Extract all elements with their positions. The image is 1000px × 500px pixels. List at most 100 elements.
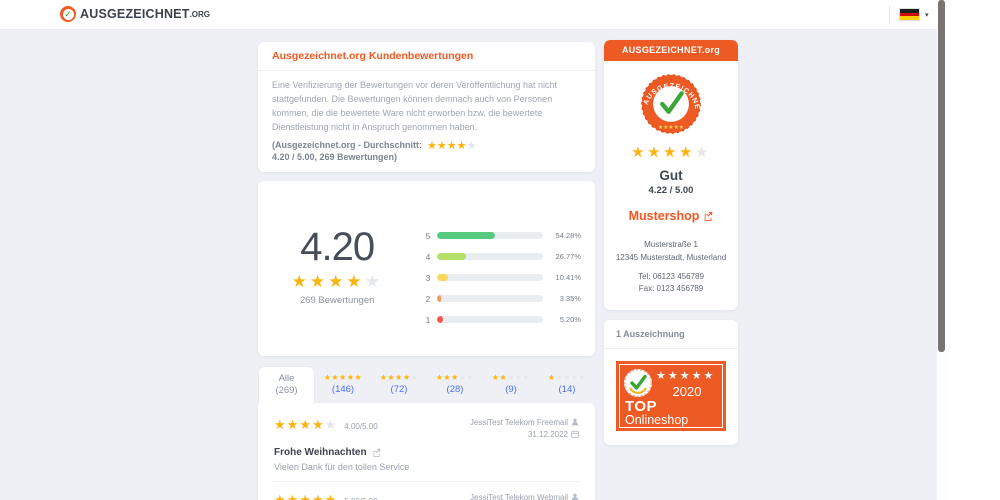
- star-icon: ★: [328, 271, 347, 291]
- review-stars: ★★★★★: [274, 492, 337, 500]
- star-icon: ★: [286, 491, 300, 500]
- disclaimer-summary: (Ausgezeichnet.org - Durchschnitt: ★★★★★…: [272, 139, 581, 162]
- external-link-icon[interactable]: [372, 448, 381, 457]
- scrollbar-thumb[interactable]: [937, 0, 945, 352]
- star-icon: ★: [458, 373, 467, 383]
- star-icon: ★: [331, 373, 340, 383]
- brand-seal-icon: ✓: [60, 6, 76, 22]
- average-rating-value: 4.20: [300, 224, 375, 269]
- german-flag-icon: [899, 8, 920, 21]
- awards-card: 1 Auszeichnung ★★★★★: [604, 320, 738, 446]
- summary-prefix: (Ausgezeichnet.org - Durchschnitt:: [272, 140, 423, 151]
- star-icon: ★: [346, 373, 355, 383]
- page-body: Ausgezeichnet.org Kundenbewertungen Eine…: [0, 30, 937, 500]
- star-icon: ★: [354, 373, 363, 383]
- distribution-track: [437, 295, 543, 303]
- star-icon: ★: [667, 370, 680, 383]
- review-author: JessiTest Telekom Freemail: [469, 417, 568, 427]
- review-date: 31.12.2022: [527, 429, 568, 439]
- tab-stars: ★★★★★: [380, 373, 418, 382]
- shop-contact: Tel: 06123 456789 Fax: 0123 456789: [638, 271, 704, 294]
- reviews-list: ★★★★★ 4.00/5.00 JessiTest Telekom Freema…: [258, 402, 595, 500]
- tab-all-reviews[interactable]: Alle (269): [258, 365, 315, 403]
- review-meta: JessiTest Telekom Webmail 31.12.2022: [470, 492, 579, 500]
- summary-suffix: 4.20 / 5.00, 269 Bewertungen): [272, 151, 398, 162]
- seal-stars-icon: ★★★★★: [658, 124, 684, 131]
- star-icon: ★: [379, 373, 388, 383]
- star-icon: ★: [451, 373, 459, 383]
- distribution-fill: [437, 316, 443, 324]
- ausgezeichnet-seal-icon: AUSGEZEICHNET.ORG ★★★★★: [640, 73, 701, 134]
- rating-distribution: 5 54.28% 4 26.77% 3 10.41% 2 3.35% 1 5.2…: [416, 181, 595, 356]
- shop-link[interactable]: Mustershop: [629, 209, 714, 223]
- review-meta: JessiTest Telekom Freemail 31.12.2022: [470, 417, 579, 441]
- star-icon: ★: [324, 416, 338, 432]
- badge-line2: Onlineshop: [625, 413, 689, 428]
- star-icon: ★: [514, 373, 523, 383]
- tab-count: (146): [331, 384, 355, 396]
- page: ✓ AUSGEZEICHNET .ORG ▾ Ausgezeichnet.org…: [0, 6, 937, 500]
- user-icon: [571, 418, 579, 426]
- star-icon: ★: [691, 370, 704, 383]
- tab-star-filter[interactable]: ★★★★★ (72): [371, 366, 427, 403]
- tab-count: (28): [446, 384, 464, 396]
- sidebar-column: AUSGEZEICHNET.org AUSGEZEICHNET.ORG ★★★★…: [604, 40, 738, 446]
- star-icon: ★: [456, 139, 467, 152]
- star-icon: ★: [446, 139, 457, 152]
- star-icon: ★: [522, 373, 531, 383]
- average-rating-block: 4.20 ★★★★★ 269 Bewertungen: [258, 181, 416, 356]
- language-selector[interactable]: ▾: [899, 8, 929, 21]
- star-icon: ★: [299, 416, 312, 432]
- distribution-track: [437, 316, 543, 324]
- distribution-star-label: 4: [425, 251, 431, 262]
- star-icon: ★: [427, 139, 437, 152]
- star-icon: ★: [466, 139, 477, 152]
- star-icon: ★: [436, 139, 447, 152]
- star-icon: ★: [678, 144, 695, 161]
- distribution-row: 1 5.20%: [418, 315, 581, 325]
- review-title: Frohe Weihnachten: [274, 446, 367, 458]
- star-icon: ★: [346, 271, 365, 291]
- star-icon: ★: [339, 373, 347, 383]
- reviews-section: Alle (269) ★★★★★ (146) ★★★★★ (72) ★★★★★ …: [258, 365, 595, 500]
- distribution-percent: 5.20%: [559, 315, 581, 325]
- star-icon: ★: [647, 144, 664, 161]
- star-icon: ★: [324, 491, 338, 500]
- star-icon: ★: [555, 373, 564, 383]
- review-body: Vielen Dank für den tollen Service: [274, 461, 410, 472]
- star-icon: ★: [578, 373, 587, 383]
- tab-stars: ★★★★★: [548, 373, 586, 382]
- star-icon: ★: [507, 373, 515, 383]
- star-icon: ★: [694, 144, 711, 161]
- review-score: 5.00/5.00: [344, 497, 377, 500]
- tab-star-filter[interactable]: ★★★★★ (9): [483, 366, 539, 403]
- badge-year: 2020: [672, 384, 702, 400]
- brand-logo[interactable]: ✓ AUSGEZEICHNET .ORG: [60, 6, 210, 22]
- distribution-fill: [437, 295, 441, 303]
- distribution-star-label: 1: [425, 314, 431, 325]
- distribution-track: [437, 232, 543, 240]
- review-filter-tabs: Alle (269) ★★★★★ (146) ★★★★★ (72) ★★★★★ …: [258, 365, 595, 403]
- review-stars: ★★★★★: [274, 417, 337, 433]
- star-icon: ★: [309, 271, 329, 291]
- top-onlineshop-badge: ★★★★★ 2020 TOP Onlineshop: [616, 361, 726, 432]
- distribution-star-label: 5: [425, 230, 431, 241]
- distribution-row: 3 10.41%: [418, 273, 581, 283]
- star-icon: ★: [547, 373, 556, 383]
- rating-stars: ★★★★★: [427, 139, 476, 152]
- distribution-percent: 54.28%: [555, 231, 581, 241]
- external-link-icon: [705, 211, 713, 221]
- star-icon: ★: [402, 373, 411, 383]
- review-author: JessiTest Telekom Webmail: [470, 492, 568, 500]
- tab-star-filter[interactable]: ★★★★★ (14): [539, 366, 595, 403]
- tab-star-filter[interactable]: ★★★★★ (28): [427, 366, 483, 403]
- rating-grade: Gut: [659, 168, 683, 183]
- distribution-fill: [437, 253, 466, 261]
- distribution-percent: 26.77%: [555, 252, 581, 262]
- tab-star-filter[interactable]: ★★★★★ (146): [315, 366, 371, 403]
- distribution-row: 2 3.35%: [418, 294, 581, 304]
- tab-stars: ★★★★★: [436, 373, 474, 382]
- distribution-fill: [437, 232, 495, 240]
- tab-count: (14): [558, 384, 576, 396]
